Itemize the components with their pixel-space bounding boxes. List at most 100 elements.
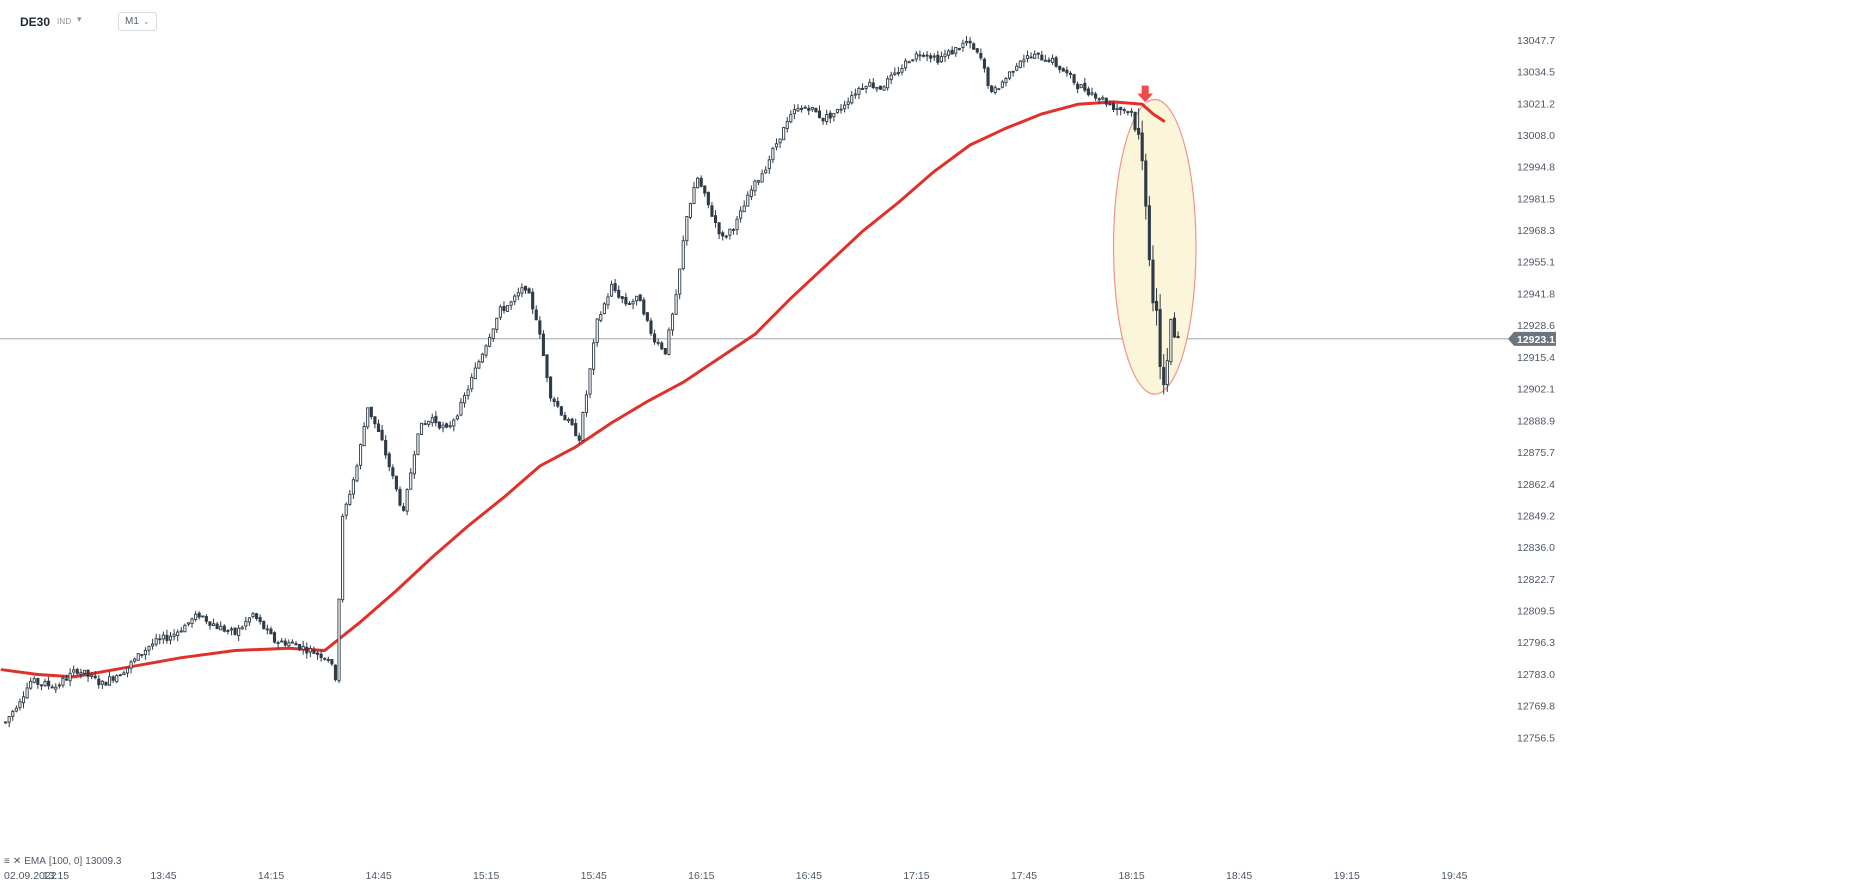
candle-body [523, 285, 528, 291]
candle [681, 235, 685, 271]
candle-body [247, 617, 251, 623]
timeframe-selector[interactable]: M1 ⌄ [118, 12, 157, 31]
candle [903, 58, 908, 71]
candle [1140, 120, 1144, 171]
y-tick-label: 12994.8 [1517, 162, 1555, 174]
candle [104, 681, 108, 686]
candle [215, 621, 219, 630]
candle-body [850, 95, 854, 104]
candle-body [1058, 65, 1062, 70]
candle-body [136, 653, 140, 661]
candle [108, 671, 112, 686]
candle-body [459, 401, 463, 416]
candle-body [631, 300, 635, 305]
close-icon[interactable]: ✕ [12, 856, 22, 867]
candle-body [470, 376, 474, 390]
candle [1147, 196, 1151, 267]
candle [599, 311, 603, 323]
candle [423, 420, 427, 426]
chevron-down-icon: ⌄ [142, 17, 150, 26]
candle-body [161, 634, 165, 640]
candle-body [918, 54, 922, 57]
candle-body [688, 203, 692, 218]
candle [247, 617, 251, 627]
candle [269, 626, 273, 635]
candle [301, 640, 305, 655]
candle [376, 419, 381, 433]
candle [391, 464, 395, 480]
candle [344, 502, 348, 520]
candle-body [620, 296, 624, 300]
candle-body [201, 615, 205, 618]
candle [32, 676, 36, 684]
candle-body [505, 305, 510, 312]
candle-body [1097, 98, 1101, 101]
candle-body [756, 180, 761, 183]
candle-body [893, 72, 897, 76]
candle [860, 83, 865, 90]
candle [82, 669, 87, 676]
candle-body [767, 159, 771, 170]
candle-body [208, 621, 212, 626]
candle-body [706, 191, 710, 206]
candle-body [337, 598, 341, 682]
candle [753, 179, 757, 197]
candle-body [14, 707, 18, 712]
candle-body [803, 106, 807, 109]
candle [75, 667, 79, 676]
candle-body [21, 696, 26, 704]
candle-body [1022, 59, 1026, 63]
candle-body [1115, 107, 1119, 111]
candle [609, 280, 614, 297]
candle-body [653, 333, 657, 343]
candle-body [696, 177, 700, 189]
candle-body [853, 93, 857, 96]
y-tick-label: 12915.4 [1517, 352, 1555, 364]
candle [1015, 62, 1019, 72]
candle-body [72, 669, 76, 673]
candle [118, 673, 122, 677]
candle [276, 640, 280, 650]
candle [717, 222, 721, 240]
candle [1004, 76, 1008, 87]
candle [348, 489, 352, 506]
candle-body [351, 479, 355, 495]
candle [850, 91, 854, 105]
candle-body [602, 303, 606, 314]
candle [570, 417, 574, 426]
candle-body [1079, 84, 1083, 89]
candle [47, 676, 51, 690]
candle [857, 86, 861, 100]
candle-body [774, 143, 779, 148]
candle-body [1025, 55, 1030, 59]
indicator-name[interactable]: EMA [24, 856, 46, 867]
candle-body [326, 659, 330, 661]
candle [950, 46, 954, 55]
candle-body [108, 676, 112, 686]
candle-body [369, 406, 373, 417]
candle-body [186, 622, 191, 625]
candle [366, 407, 370, 430]
candle-body [376, 423, 381, 433]
candle-body [907, 61, 911, 64]
candle-body [1094, 93, 1098, 99]
candle [825, 109, 829, 125]
symbol-name[interactable]: DE30 [20, 15, 51, 29]
candle [868, 78, 872, 87]
candle-body [315, 652, 320, 655]
menu-icon[interactable]: ≡ [4, 856, 10, 867]
candle-body [419, 422, 424, 435]
candle [982, 57, 987, 73]
candle [1018, 60, 1022, 69]
candle-body [64, 678, 69, 681]
candle [229, 626, 234, 636]
candle-body [807, 107, 811, 111]
candle [1162, 354, 1166, 395]
candle [656, 338, 660, 346]
candle-body [796, 107, 800, 112]
y-tick-label: 12849.2 [1517, 510, 1555, 522]
candle [298, 644, 302, 652]
caret-down-icon[interactable]: ▾ [77, 14, 82, 24]
candle [251, 611, 255, 619]
